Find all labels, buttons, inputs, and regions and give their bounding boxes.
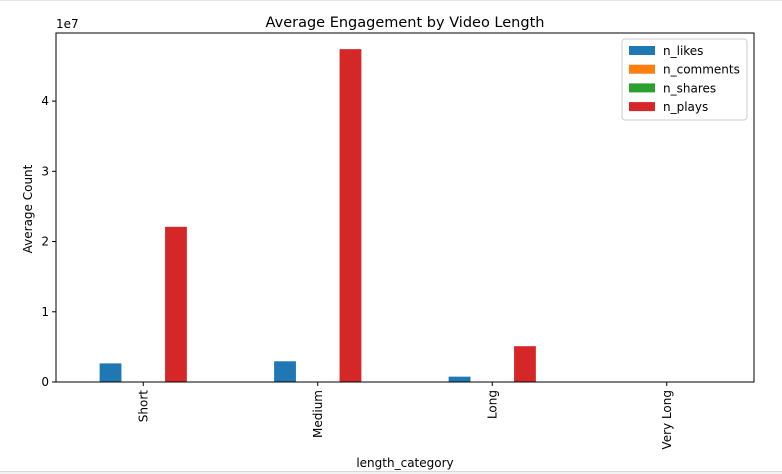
x-axis-label: length_category [356,456,453,470]
y-multiplier-label: 1e7 [56,17,79,31]
x-tick-label: Medium [311,390,325,438]
legend-swatch-n_comments [629,64,655,74]
x-tick-label: Very Long [660,390,674,450]
y-tick-label: 0 [41,375,49,389]
legend-label-n_plays: n_plays [663,100,708,114]
y-ticks: 0 1 2 3 4 [41,94,56,389]
bar-n_plays-medium [339,49,362,382]
bottom-edge-line [0,471,782,474]
bar-n_likes-medium [274,361,296,382]
y-tick-label: 2 [41,235,49,249]
top-edge-line [0,0,782,1]
legend-swatch-n_plays [629,102,655,112]
axes-frame [55,32,755,383]
legend-swatch-n_shares [629,83,655,93]
bar-n_plays-long [514,346,536,382]
x-ticks: Short Medium Long Very Long [136,382,674,450]
x-tick-label: Short [136,390,150,422]
bar-n_likes-long [448,376,471,382]
bar-n_likes-short [99,363,122,382]
y-tick-label: 1 [41,305,49,319]
legend-label-n_likes: n_likes [663,44,703,58]
y-axis-label: Average Count [21,164,35,253]
legend-swatch-n_likes [629,46,655,55]
y-tick-label: 4 [41,94,49,108]
chart-title: Average Engagement by Video Length [266,15,545,31]
y-tick-label: 3 [41,164,49,178]
legend-label-n_shares: n_shares [663,81,716,95]
x-tick-label: Long [485,390,499,419]
legend-label-n_comments: n_comments [663,63,740,77]
legend-box [621,38,748,121]
bars-layer [99,49,536,382]
bar-n_plays-short [165,226,187,382]
legend: n_likes n_comments n_shares n_plays [621,38,748,121]
